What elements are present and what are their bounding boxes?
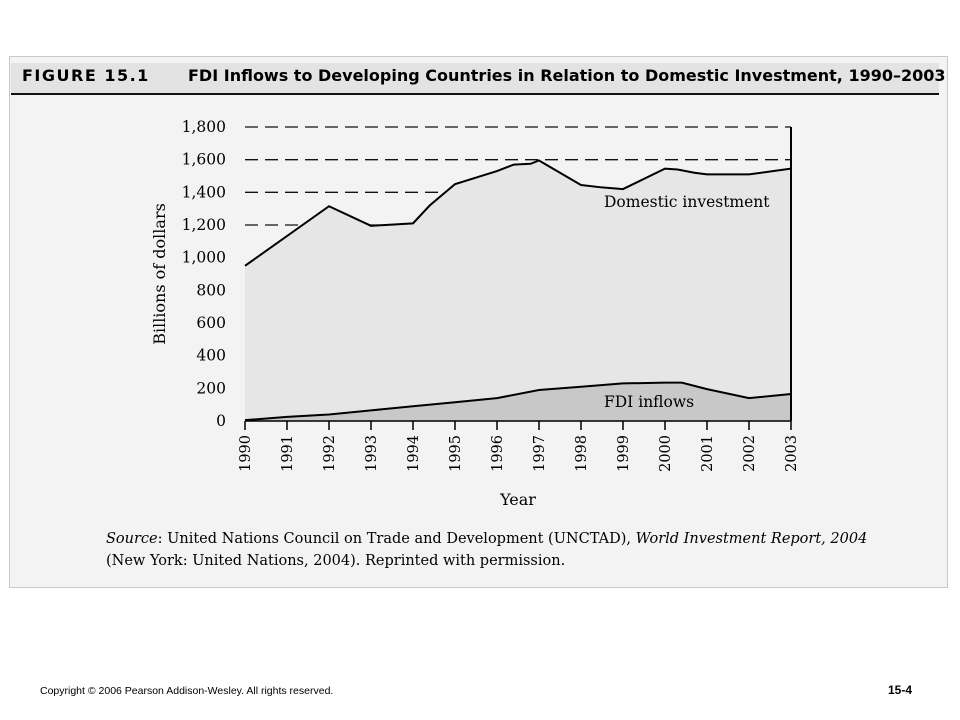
figure-number: FIGURE 15.1	[22, 66, 150, 85]
x-tick-label-1996: 1996	[490, 435, 506, 472]
x-tick-label-1993: 1993	[364, 435, 380, 472]
source-text-1: : United Nations Council on Trade and De…	[157, 531, 636, 547]
y-axis-title: Billions of dollars	[150, 203, 169, 345]
y-tick-label-1600: 1,600	[182, 151, 226, 169]
y-tick-label-1800: 1,800	[182, 118, 226, 136]
area-series	[244, 159, 792, 422]
line-fdi-inflows	[244, 381, 792, 422]
source-note: Source: United Nations Council on Trade …	[106, 528, 896, 572]
x-axis-title: Year	[499, 490, 536, 509]
y-tick-label-800: 800	[196, 281, 226, 299]
x-tick-label-1997: 1997	[532, 435, 548, 472]
x-tick-label-1991: 1991	[280, 435, 296, 472]
x-tick-label-2001: 2001	[700, 435, 716, 472]
figure-title: FDI Inflows to Developing Countries in R…	[188, 66, 946, 85]
x-tick-label-1998: 1998	[574, 435, 590, 472]
y-tick-label-1200: 1,200	[182, 216, 226, 234]
source-report-title: World Investment Report, 2004	[635, 531, 868, 547]
y-tick-label-600: 600	[196, 314, 226, 332]
copyright-notice: Copyright © 2006 Pearson Addison-Wesley.…	[40, 685, 334, 697]
chart-labels: 0 200 400 600 800 1,000 1,200 1,400 1,600 1,800 19…	[150, 118, 800, 509]
x-tick-label-2002: 2002	[742, 435, 758, 472]
slide-number: 15-4	[888, 683, 913, 697]
axes	[244, 127, 792, 430]
y-tick-label-200: 200	[196, 379, 226, 397]
x-tick-label-1990: 1990	[238, 435, 254, 472]
x-tick-label-1995: 1995	[448, 435, 464, 472]
y-tick-label-1400: 1,400	[182, 183, 226, 201]
y-tick-label-1000: 1,000	[182, 249, 226, 267]
source-label: Source	[106, 531, 158, 547]
source-text-2: (New York: United Nations, 2004). Reprin…	[106, 553, 566, 569]
area-fdi-inflows	[245, 382, 791, 421]
y-tick-label-0: 0	[216, 412, 226, 430]
x-tick-label-1999: 1999	[616, 435, 632, 472]
line-domestic-investment	[244, 159, 792, 267]
x-tick-label-1992: 1992	[322, 435, 338, 472]
series-label-fdi-inflows: FDI inflows	[604, 393, 694, 411]
x-tick-label-2003: 2003	[784, 435, 800, 472]
y-tick-label-400: 400	[196, 347, 226, 365]
series-label-domestic-investment: Domestic investment	[604, 193, 770, 211]
x-tick-label-1994: 1994	[406, 435, 422, 472]
figure-header	[11, 63, 939, 95]
x-tick-label-2000: 2000	[658, 435, 674, 472]
